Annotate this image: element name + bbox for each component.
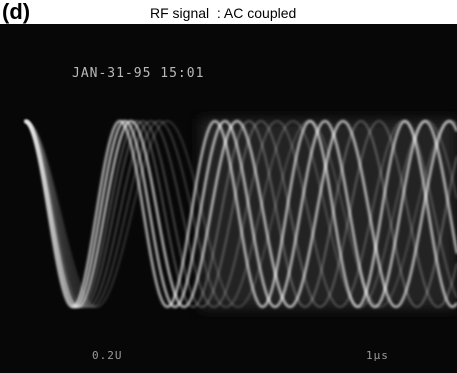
oscilloscope-screen: JAN-31-95 15:01 0.2U 1µs: [0, 24, 457, 373]
figure-caption: RF signal : AC coupled: [150, 5, 297, 21]
waveform-trace: [24, 120, 457, 308]
waveform-display: [24, 119, 457, 310]
waveform-trace: [24, 119, 457, 308]
waveform-trace: [24, 120, 457, 308]
volts-per-div-readout: 0.2U: [92, 349, 123, 362]
panel-label: (d): [2, 0, 31, 24]
waveform-trace: [24, 120, 457, 308]
timestamp-readout: JAN-31-95 15:01: [72, 66, 205, 81]
waveform-trace: [24, 120, 457, 308]
time-per-div-readout: 1µs: [366, 349, 389, 362]
